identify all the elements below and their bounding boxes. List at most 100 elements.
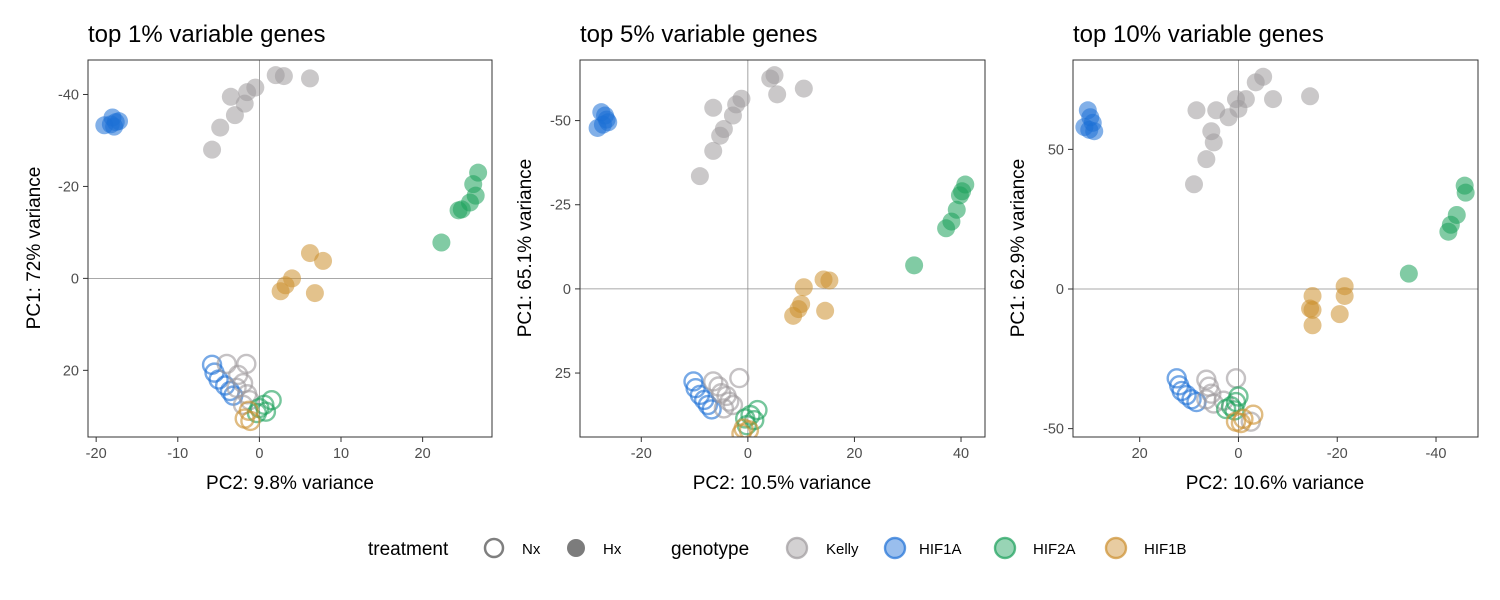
data-point-hif1b-hx	[305, 284, 324, 303]
x-tick-label: -20	[1327, 446, 1348, 462]
legend-treatment-title: treatment	[368, 539, 449, 560]
y-tick-label: 20	[63, 363, 79, 379]
legend-label-hif1a: HIF1A	[919, 541, 962, 558]
data-point-hif1a-hx	[95, 116, 114, 135]
legend-key-hif1a-circle	[883, 536, 907, 560]
data-point-hif1b-hx	[1330, 305, 1349, 324]
data-point-kelly-hx	[203, 140, 222, 159]
data-point-hif2a-hx	[950, 186, 969, 205]
legend-key-hx-filled-circle	[567, 539, 585, 557]
legend-label-kelly: Kelly	[826, 541, 859, 558]
data-point-hif1b-hx	[1303, 316, 1322, 335]
data-point-kelly-hx	[1187, 101, 1206, 120]
data-point-hif1b-nx	[738, 420, 760, 437]
data-point-kelly-hx	[1197, 150, 1216, 169]
data-point-hif1b-nx	[1230, 412, 1252, 434]
data-points	[588, 66, 975, 437]
data-point-kelly-hx	[768, 85, 787, 104]
data-point-kelly-hx	[711, 126, 730, 145]
x-tick-label: 20	[1132, 446, 1148, 462]
data-point-hif1a-nx	[697, 394, 719, 416]
data-point-kelly-hx	[225, 106, 244, 125]
data-point-hif1b-hx	[271, 282, 290, 301]
data-point-hif2a-hx	[937, 219, 956, 238]
y-tick-label: 25	[555, 366, 571, 382]
data-point-hif2a-hx	[1399, 264, 1418, 283]
y-axis-title: PC1: 72% variance	[24, 167, 45, 330]
data-point-kelly-hx	[221, 87, 240, 106]
data-point-hif1a-hx	[588, 118, 607, 137]
data-point-hif2a-hx	[449, 201, 468, 220]
panel-border	[1072, 59, 1479, 438]
data-point-kelly-hx	[1219, 108, 1238, 127]
x-tick-label: 10	[333, 446, 349, 462]
data-point-kelly-nx	[216, 353, 237, 375]
legend-label-hif2a: HIF2A	[1033, 541, 1076, 558]
pca-panel-3: top 10% variable genes 20 0 -20 -40 50 0 -50 PC2…	[1008, 21, 1479, 494]
data-point-kelly-hx	[1246, 73, 1265, 92]
data-point-kelly-nx	[1201, 383, 1222, 404]
data-point-kelly-hx	[1264, 90, 1283, 109]
y-tick-label: -20	[58, 179, 79, 195]
data-point-kelly-nx	[729, 367, 750, 389]
y-tick-label: 0	[1056, 282, 1064, 298]
panel-border	[579, 59, 986, 438]
data-points	[95, 66, 488, 432]
data-point-kelly-hx	[765, 66, 784, 85]
y-axis-title: PC1: 65.1% variance	[515, 159, 536, 338]
data-point-hif1b-hx	[816, 301, 835, 320]
data-point-kelly-hx	[704, 141, 723, 160]
x-tick-label: 0	[255, 446, 263, 462]
x-tick-label: -40	[1426, 446, 1447, 462]
data-point-hif2a-hx	[1456, 183, 1475, 202]
x-tick-label: 0	[1234, 446, 1242, 462]
y-tick-label: -40	[58, 87, 79, 103]
legend-label-nx: Nx	[522, 541, 541, 558]
data-point-hif2a-nx	[1215, 398, 1237, 420]
data-point-hif1b-nx	[731, 423, 752, 437]
data-point-kelly-hx	[266, 66, 285, 85]
data-point-hif2a-hx	[432, 233, 451, 252]
y-axis-title: PC1: 62.9% variance	[1008, 159, 1029, 338]
pca-panel-2: top 5% variable genes -20 0 20 40 -50 -25 0 25 PC…	[515, 21, 986, 494]
legend-key-nx-hollow-circle	[483, 537, 505, 559]
data-point-kelly-hx	[690, 167, 709, 186]
legend-key-kelly-circle	[785, 536, 809, 560]
data-point-hif1b-hx	[784, 306, 803, 325]
x-tick-label: 20	[846, 446, 862, 462]
data-point-hif1b-hx	[314, 251, 333, 270]
data-point-hif1a-hx	[1085, 122, 1104, 141]
data-point-kelly-hx	[794, 79, 813, 98]
data-point-kelly-hx	[723, 106, 742, 125]
legend-genotype-title: genotype	[671, 539, 749, 560]
pca-panel-1: top 1% variable genes -20 -10 0 10 20 -40 -20 0 2…	[24, 21, 493, 494]
data-point-hif1b-hx	[814, 270, 833, 289]
data-point-kelly-hx	[300, 69, 319, 88]
data-point-kelly-nx	[719, 391, 740, 412]
data-point-hif1a-nx	[208, 369, 229, 390]
data-point-hif1b-hx	[794, 278, 813, 297]
data-point-kelly-hx	[1204, 133, 1223, 152]
data-point-hif2a-hx	[905, 256, 924, 275]
legend-key-hif1b-circle	[1104, 536, 1128, 560]
data-point-kelly-hx	[211, 118, 230, 137]
data-point-hif1b-hx	[1335, 286, 1354, 305]
y-tick-label: -50	[550, 114, 571, 130]
x-axis-title: PC2: 10.6% variance	[1186, 473, 1365, 494]
data-point-hif1a-nx	[701, 399, 722, 420]
y-tick-label: -50	[1043, 422, 1064, 438]
panel-title: top 5% variable genes	[580, 21, 818, 48]
x-tick-label: 20	[415, 446, 431, 462]
x-tick-label: 40	[953, 446, 969, 462]
legend-key-hif2a-circle	[993, 536, 1017, 560]
y-tick-label: 50	[1048, 142, 1064, 158]
y-tick-label: 0	[71, 271, 79, 287]
data-point-hif2a-hx	[1439, 222, 1458, 241]
data-points	[1075, 67, 1475, 434]
panel-title: top 10% variable genes	[1073, 21, 1324, 48]
x-tick-label: 0	[744, 446, 752, 462]
y-tick-label: -25	[550, 198, 571, 214]
x-axis-title: PC2: 9.8% variance	[206, 473, 374, 494]
legend-label-hif1b: HIF1B	[1144, 541, 1187, 558]
